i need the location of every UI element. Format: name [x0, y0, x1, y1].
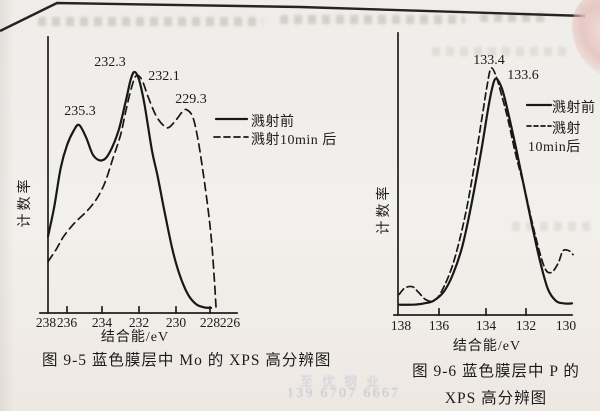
p-tick-134: 134 [475, 318, 497, 333]
mo-figure-caption: 图 9-5 蓝色膜层中 Mo 的 XPS 高分辨图 [42, 352, 332, 369]
p-x-axis-label: 结合能/eV [452, 339, 522, 354]
p-peak-label-133-6: 133.6 [507, 68, 539, 83]
bleed-through-text-row [280, 15, 465, 24]
mo-y-axis-label: 计数率 [18, 176, 33, 228]
mo-legend-solid-label: 溅射前 [251, 115, 295, 130]
p-figure-caption-line2: XPS 高分辨图 [444, 390, 548, 407]
bleed-through-text-row [38, 17, 263, 26]
mo-tick-228: 228 [199, 315, 221, 330]
mo-peak-label-235-3: 235.3 [64, 104, 96, 119]
page-edge-line [0, 1, 586, 33]
watermark-phone: 139 6707 6667 [287, 385, 401, 400]
p-tick-130: 130 [555, 318, 577, 333]
p-tick-132: 132 [515, 318, 537, 333]
p-figure-caption-line1: 图 9-6 蓝色膜层中 P 的 [412, 363, 580, 380]
bleed-through-smudge [432, 47, 572, 56]
mo-after-sputter-curve [47, 74, 217, 308]
p-x-ticks [438, 308, 527, 316]
mo-peak-label-229-3: 229.3 [175, 92, 207, 107]
p-legend-dashed-label-line1: 溅射 [552, 122, 581, 137]
mo-tick-226: 226 [219, 315, 241, 330]
mo-tick-238: 238 [35, 315, 57, 330]
p-after-sputter-curve [398, 67, 574, 303]
mo-x-ticks [66, 306, 211, 314]
p-tick-138: 138 [390, 318, 412, 333]
p-legend-dashed-label-line2: 10min后 [528, 140, 581, 155]
mo-tick-232: 232 [128, 315, 150, 330]
p-tick-136: 136 [428, 318, 450, 333]
watermark-text: 至优钢业 [300, 374, 389, 389]
mo-x-axis-label: 结合能/eV [100, 330, 170, 345]
mo-before-sputter-curve [47, 70, 213, 310]
p-y-axis-label: 计数率 [377, 183, 392, 235]
mo-peak-label-232-3: 232.3 [94, 55, 126, 70]
p-peak-label-133-4: 133.4 [473, 53, 505, 68]
mo-tick-230: 230 [165, 315, 187, 330]
finger-page-curl-blob [572, 0, 600, 77]
p-legend-solid-label: 溅射前 [552, 101, 596, 116]
mo-legend-dashed-label: 溅射10min 后 [251, 133, 337, 148]
mo-tick-236: 236 [56, 315, 78, 330]
mo-peak-label-232-1: 232.1 [148, 69, 180, 84]
bleed-through-smudge [512, 222, 592, 231]
mo-tick-234: 234 [91, 315, 113, 330]
bleed-through-text-row [480, 13, 550, 22]
